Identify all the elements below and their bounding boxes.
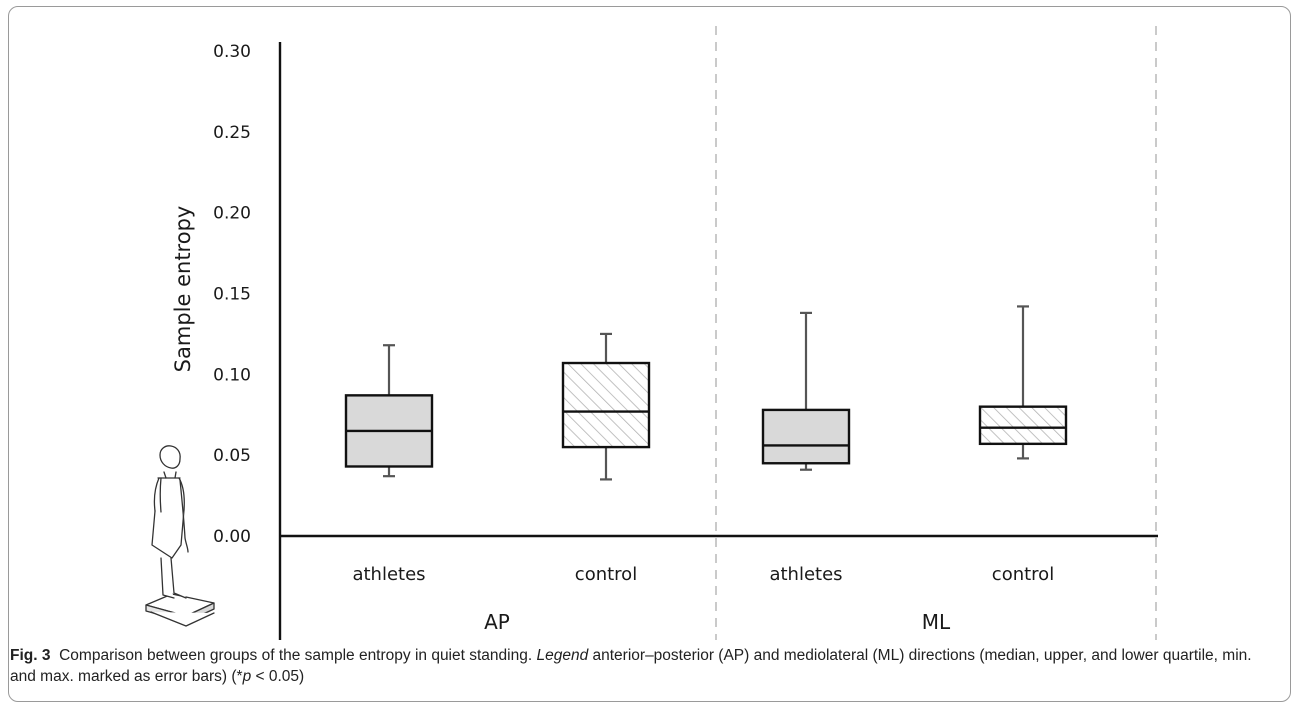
y-tick-label: 0.30 [213,42,251,62]
box-ap-athletes [344,344,434,478]
box-iqr [761,408,851,465]
y-tick-label: 0.20 [213,204,251,224]
x-category-label: athletes [352,564,425,585]
y-tick-label: 0.15 [213,285,251,305]
x-category-label: control [992,564,1054,585]
caption-text-threshold: < 0.05) [251,668,305,685]
caption-p-symbol: p [242,668,252,685]
box-ap-control [561,332,651,481]
figure-frame [8,6,1291,702]
caption-label: Fig. 3 [10,647,51,664]
box-plot-chart: Sample entropy 0.00 0.05 0.10 0.15 0.20 0.25 0… [145,26,1158,640]
caption-text-directions: anterior–posterior (AP) and mediolateral… [10,647,1252,685]
caption-legend-word: Legend [536,647,589,664]
x-group-label: AP [484,610,510,634]
y-tick-label: 0.10 [213,365,251,385]
y-axis-label: Sample entropy [171,206,195,373]
y-tick-label: 0.00 [213,527,251,547]
box-ml-control [978,305,1068,460]
box-iqr [561,361,651,449]
x-category-label: control [575,564,637,585]
x-group-label: ML [922,610,951,634]
standing-person-on-balance-platform-icon [145,445,215,627]
y-tick-label: 0.05 [213,446,251,466]
box-ml-athletes [761,311,851,471]
box-iqr [978,405,1068,446]
y-tick-label: 0.25 [213,123,251,143]
figure-caption: Fig. 3 Comparison between groups of the … [10,645,1280,687]
caption-text: Comparison between groups of the sample … [59,647,537,664]
x-category-label: athletes [769,564,842,585]
